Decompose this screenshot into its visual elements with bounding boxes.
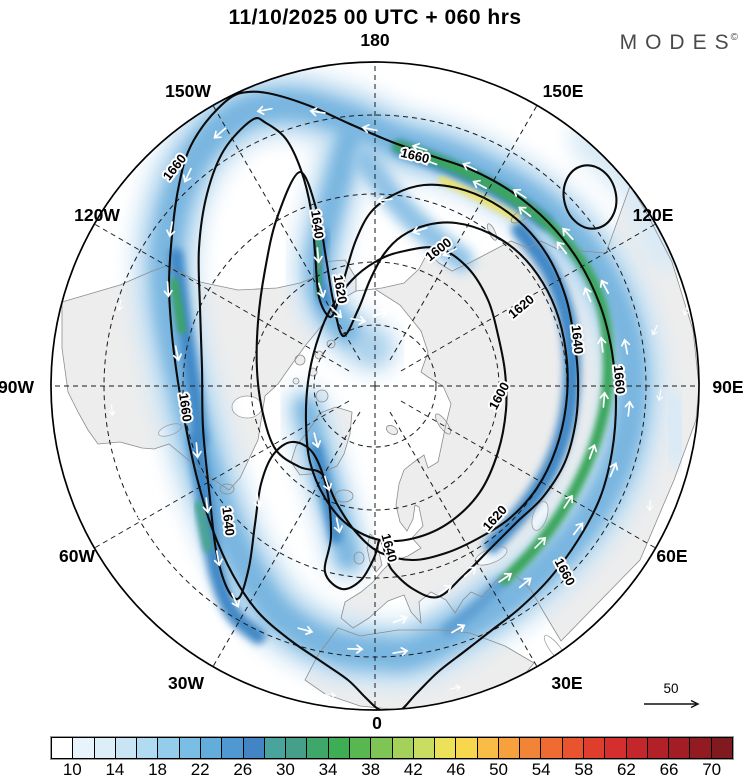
colorbar-cell	[561, 737, 585, 759]
graticule	[51, 62, 699, 710]
colorbar-tick: 50	[489, 760, 509, 779]
colorbar-tick: 22	[190, 760, 210, 779]
modes-logo-text: MODES	[619, 31, 737, 54]
longitude-label-60W: 60W	[59, 546, 95, 566]
longitude-label-90E: 90E	[712, 377, 743, 397]
contour-label: 1660	[176, 392, 195, 423]
map-svg: 1660 166016601660166016401640164016401620…	[0, 30, 744, 733]
colorbar-cell	[114, 737, 138, 759]
longitude-label-120W: 120W	[74, 205, 120, 225]
colorbar-cell	[72, 737, 95, 759]
colorbar-tick-labels: 10 14 18 22 26 30 34 38 42 46 50 54 58 62 66 70	[51, 760, 733, 780]
reference-arrow-glyph	[644, 699, 700, 709]
longitude-label-30W: 30W	[168, 673, 204, 693]
colorbar-cell	[391, 737, 414, 759]
colorbar-tick: 54	[531, 760, 551, 779]
colorbar-cell	[540, 737, 563, 759]
colorbar-cell	[710, 737, 733, 759]
colorbar-cell	[434, 737, 457, 759]
colorbar-cell	[93, 737, 116, 759]
contour-label: 1660	[611, 365, 628, 395]
colorbar-cell	[348, 737, 372, 759]
colorbar-tick: 70	[702, 760, 722, 779]
colorbar-cell	[668, 737, 691, 759]
copyright-icon: ©	[730, 32, 738, 43]
longitude-label-180: 180	[360, 30, 389, 50]
colorbar-cell	[689, 737, 712, 759]
colorbar-cell	[242, 737, 265, 759]
longitude-label-0: 0	[372, 713, 382, 733]
colorbar-cell	[646, 737, 670, 759]
colorbar-tick: 26	[233, 760, 253, 779]
colorbar-cell	[370, 737, 393, 759]
colorbar-cell	[519, 737, 542, 759]
colorbar-cell	[455, 737, 478, 759]
modes-logo: MODES©	[620, 31, 738, 55]
contour-label: 1640	[569, 324, 587, 354]
colorbar-tick: 66	[659, 760, 679, 779]
longitude-label-30E: 30E	[551, 673, 582, 693]
longitude-label-150W: 150W	[165, 81, 211, 101]
colorbar-tick: 62	[616, 760, 636, 779]
colorbar-cell	[221, 737, 244, 759]
longitude-label-120E: 120E	[633, 205, 674, 225]
colorbar-cell	[178, 737, 201, 759]
colorbar-tick: 42	[403, 760, 423, 779]
colorbar-tick: 30	[275, 760, 295, 779]
longitude-label-90W: 90W	[0, 377, 34, 397]
colorbar-cell	[476, 737, 499, 759]
colorbar-tick: 34	[318, 760, 338, 779]
colorbar-cell	[412, 737, 436, 759]
colorbar-cell	[604, 737, 627, 759]
colorbar-cell	[327, 737, 350, 759]
contour-label: 1640	[308, 209, 327, 240]
colorbar-cell	[625, 737, 648, 759]
colorbar-tick: 46	[446, 760, 466, 779]
colorbar-cell	[157, 737, 180, 759]
map-boundary-circle	[50, 61, 700, 711]
colorbar-tick: 18	[148, 760, 168, 779]
colorbar	[50, 736, 734, 760]
contour-label: 1640	[219, 506, 237, 537]
longitude-label-150E: 150E	[543, 81, 584, 101]
contour-label: 1620	[331, 274, 351, 305]
colorbar-cell	[263, 737, 287, 759]
colorbar-cell	[583, 737, 606, 759]
colorbar-cell	[306, 737, 329, 759]
colorbar-tick: 58	[574, 760, 594, 779]
chart-title: 11/10/2025 00 UTC + 060 hrs	[228, 6, 522, 29]
colorbar-cell	[285, 737, 308, 759]
colorbar-cell	[136, 737, 159, 759]
height-contours	[167, 90, 618, 710]
colorbar-cell	[51, 737, 74, 759]
longitude-label-60E: 60E	[656, 546, 687, 566]
reference-arrow: 50	[644, 681, 700, 709]
colorbar-cell	[497, 737, 521, 759]
reference-arrow-value: 50	[663, 681, 678, 696]
colorbar-tick: 38	[361, 760, 381, 779]
longitude-labels: 180 150E 120E 90E 60E 30E 0 30W 60W 90W 120W 150W	[0, 30, 744, 733]
closed-high-contour	[562, 164, 618, 230]
colorbar-tick: 10	[62, 760, 82, 779]
colorbar-cell	[199, 737, 223, 759]
colorbar-tick: 14	[105, 760, 125, 779]
